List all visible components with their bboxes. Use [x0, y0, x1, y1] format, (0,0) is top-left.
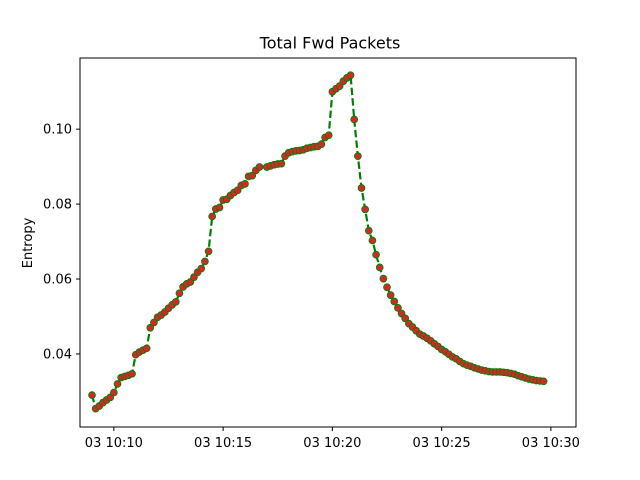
x-tick-label: 03 10:30	[522, 436, 580, 451]
plot-frame	[79, 57, 577, 428]
x-tick-label: 03 10:25	[413, 436, 471, 451]
data-point	[375, 263, 384, 272]
data-point	[197, 264, 206, 273]
data-point	[142, 344, 151, 353]
data-point	[368, 236, 377, 245]
data-point	[248, 171, 257, 180]
y-tick-label: 0.10	[43, 123, 72, 138]
data-point	[113, 380, 122, 388]
data-point	[215, 203, 224, 212]
x-tick-label: 03 10:10	[85, 436, 143, 451]
data-point	[539, 377, 548, 386]
data-point	[204, 247, 213, 256]
data-point	[364, 226, 373, 235]
data-point	[171, 298, 180, 306]
data-point	[361, 205, 370, 214]
data-point	[324, 131, 333, 140]
data-point	[128, 369, 136, 378]
y-tick-label: 0.08	[43, 198, 72, 213]
data-point	[110, 388, 118, 397]
data-point	[354, 152, 362, 161]
data-point	[386, 291, 395, 299]
data-point	[383, 283, 391, 292]
chart-title: Total Fwd Packets	[259, 34, 401, 53]
x-tick-label: 03 10:15	[194, 436, 252, 451]
data-point	[357, 184, 366, 192]
data-point	[394, 304, 402, 312]
data-point	[208, 212, 217, 221]
axes-layer: 03 10:10 03 10:15 03 10:20 03 10:25 03 10:30…	[43, 57, 580, 451]
data-point	[372, 250, 380, 259]
data-point	[346, 71, 355, 80]
data-point	[379, 274, 388, 283]
data-point	[317, 140, 326, 149]
data-point	[277, 159, 286, 168]
y-tick-label: 0.06	[43, 273, 72, 288]
data-points-layer	[88, 71, 548, 413]
x-tick-label: 03 10:20	[303, 436, 361, 451]
y-axis-label: Entropy	[21, 217, 36, 268]
data-point	[88, 391, 96, 400]
y-tick-label: 0.04	[43, 347, 72, 362]
data-point	[350, 115, 359, 124]
data-point	[241, 180, 249, 188]
data-point	[390, 297, 399, 306]
data-point	[201, 257, 209, 266]
data-point	[401, 314, 410, 323]
data-point	[175, 289, 184, 298]
data-point	[255, 163, 264, 171]
data-point	[150, 318, 158, 327]
data-point	[146, 323, 155, 332]
